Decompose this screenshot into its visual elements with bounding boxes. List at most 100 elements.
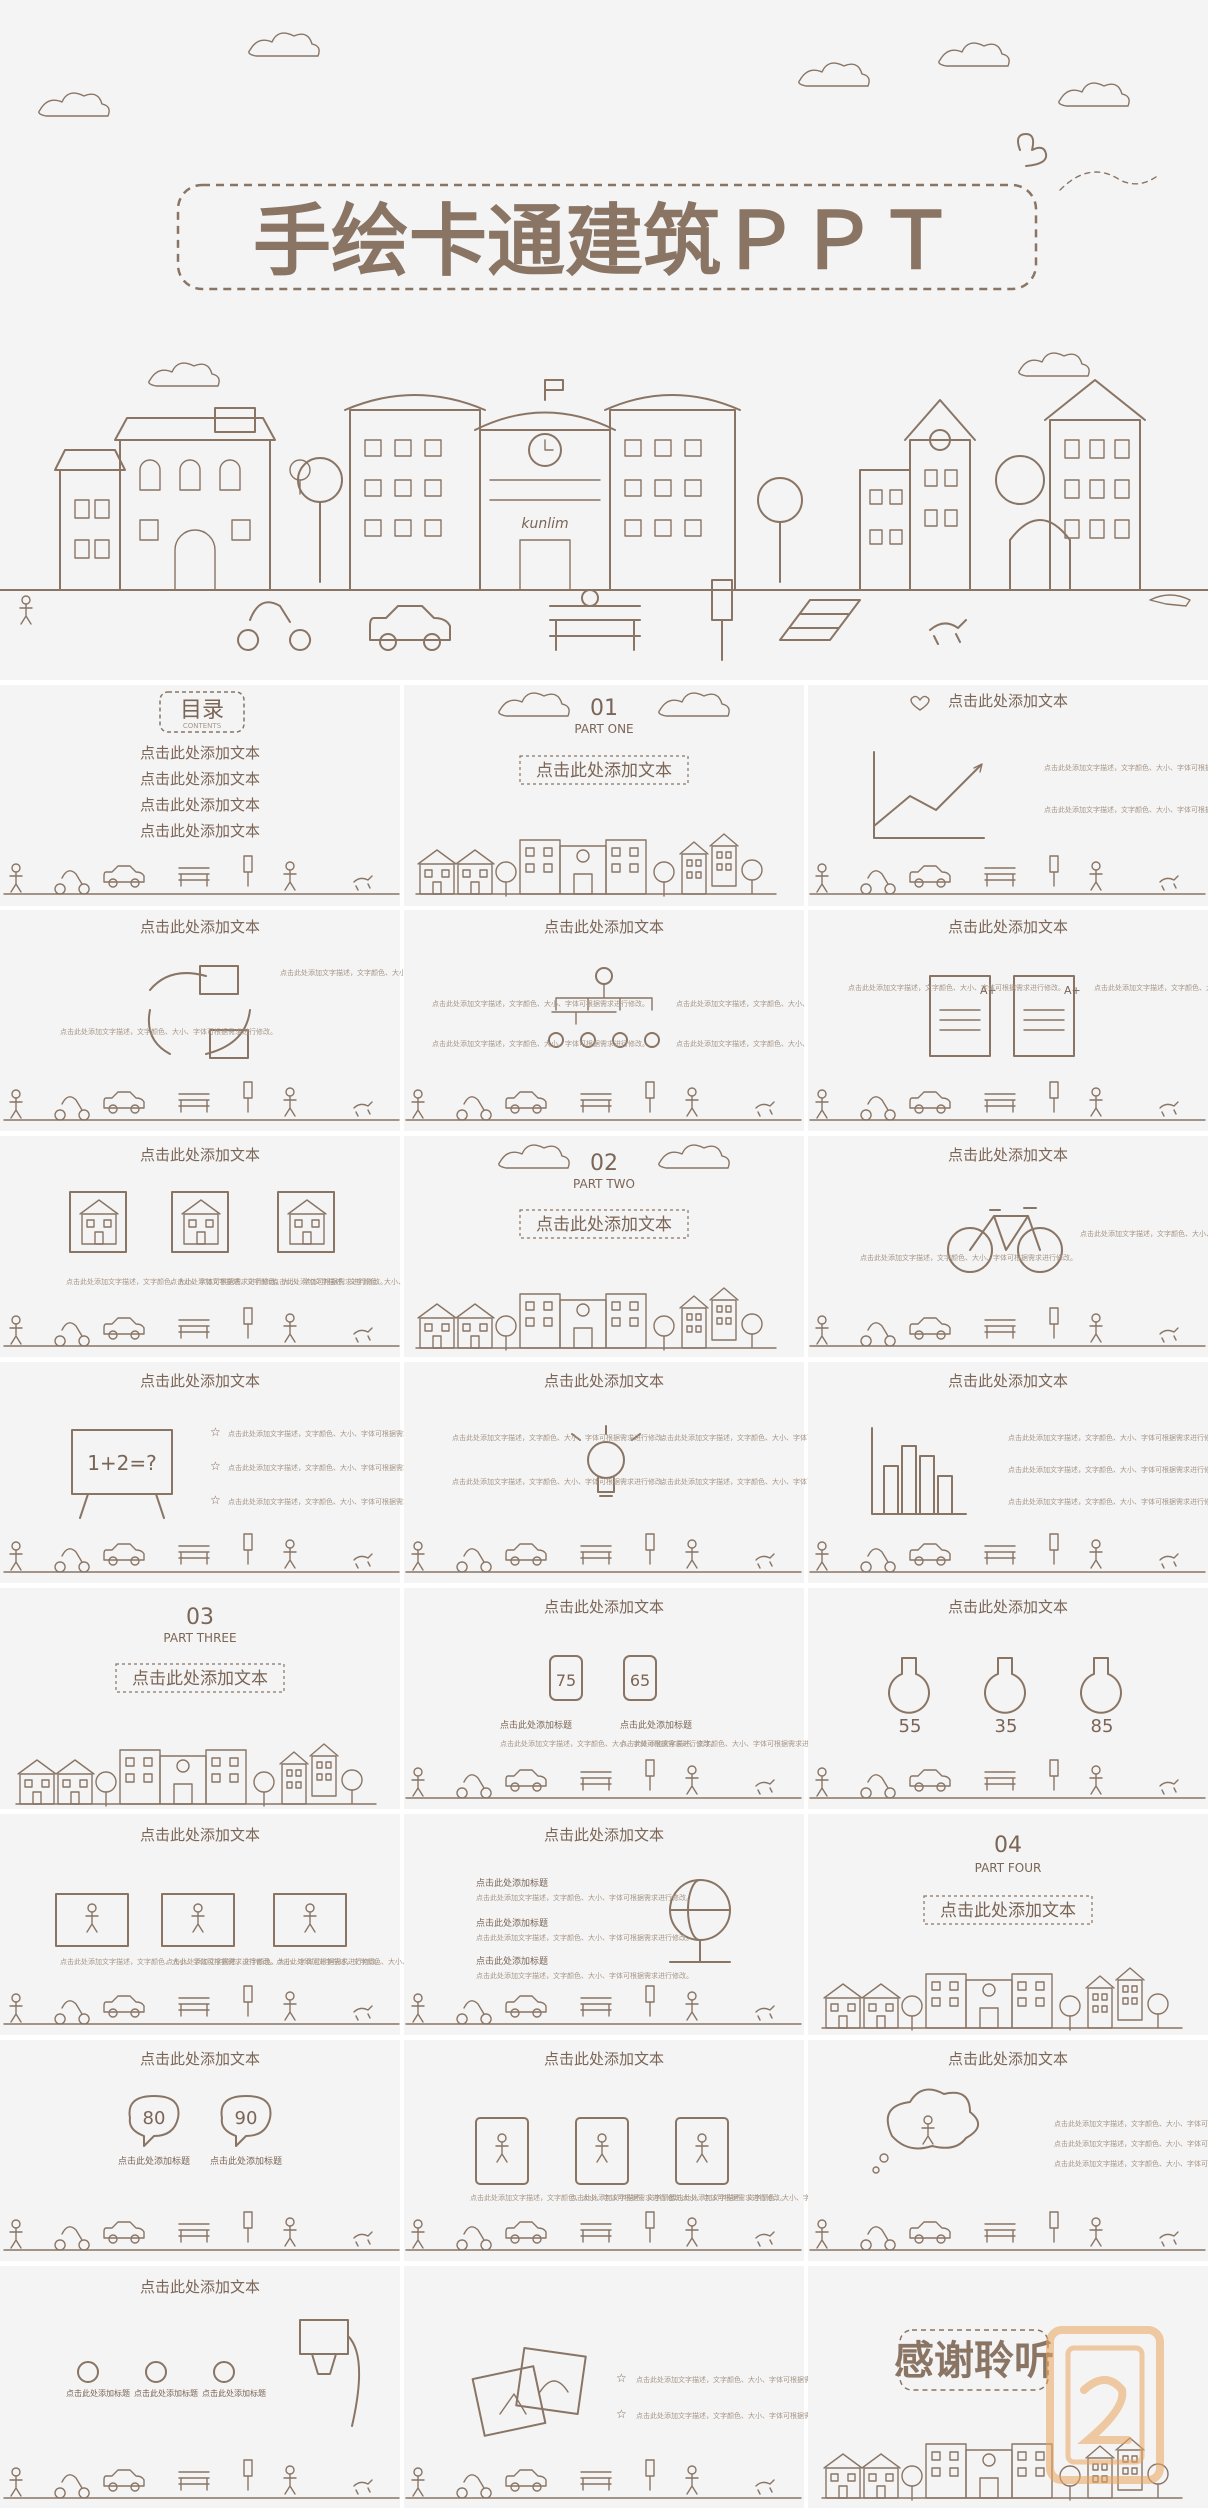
svg-text:点击此处添加文字描述，文字颜色、大小、字体可根据需求进行修改: 点击此处添加文字描述，文字颜色、大小、字体可根据需求进行修改。 bbox=[1080, 1229, 1208, 1238]
toc-item-1[interactable]: 点击此处添加文本 bbox=[140, 744, 260, 762]
svg-text:点击此处添加标题: 点击此处添加标题 bbox=[476, 1917, 548, 1929]
slide-header[interactable]: 点击此处添加文本 bbox=[948, 2050, 1068, 2068]
subtitle-list: 点击此处添加标题 点击此处添加标题 点击此处添加标题 点击此处添加文字描述，文字… bbox=[476, 1877, 693, 1980]
svg-text:点击此处添加标题: 点击此处添加标题 bbox=[118, 2155, 190, 2167]
svg-text:55: 55 bbox=[899, 1716, 922, 1737]
svg-text:点击此处添加文字描述，文字颜色、大小、字体可根据需求进行修改: 点击此处添加文字描述，文字颜色、大小、字体可根据需求进行修改。 bbox=[676, 999, 893, 1008]
toc-item-2[interactable]: 点击此处添加文本 bbox=[140, 770, 260, 788]
svg-text:点击此处添加文字描述，文字颜色、大小、字体可根据需求进行修改: 点击此处添加文字描述，文字颜色、大小、字体可根据需求进行修改。 bbox=[570, 2193, 787, 2202]
slide-section-4: 04 PART FOUR 点击此处添加文本 bbox=[808, 1814, 1208, 2035]
svg-text:点击此处添加文字描述，文字颜色、大小、字体可根据需求进行修改: 点击此处添加文字描述，文字颜色、大小、字体可根据需求进行修改。 bbox=[1008, 1465, 1208, 1474]
slide-line-chart: 点击此处添加文本 点击此处添加文字描述，文字颜色、大小、字体可根据需求进行修改。… bbox=[808, 685, 1208, 906]
slide-header[interactable]: 点击此处添加文本 bbox=[140, 2278, 260, 2296]
slide-header[interactable]: 点击此处添加文本 bbox=[140, 918, 260, 936]
svg-text:点击此处添加文字描述，文字颜色、大小、字体可根据需求进行修改: 点击此处添加文字描述，文字颜色、大小、字体可根据需求进行修改。 bbox=[660, 1477, 877, 1486]
svg-text:点击此处添加标题: 点击此处添加标题 bbox=[210, 2155, 282, 2167]
bar-chart-icon bbox=[871, 1427, 967, 1515]
slide-bar-chart: 点击此处添加文本 点击此处添加文字描述，文字颜色、大小、字体可根据需求进行修改。… bbox=[808, 1362, 1208, 1583]
cover-building-sign: kunlim bbox=[521, 516, 568, 532]
svg-text:点击此处添加文字描述，文字颜色、大小、字体可根据需求进行修改: 点击此处添加文字描述，文字颜色、大小、字体可根据需求进行修改。 bbox=[228, 1429, 445, 1438]
cover-slide: 手绘卡通建筑ＰＰＴ bbox=[0, 0, 1208, 680]
slide-header[interactable]: 点击此处添加文本 bbox=[544, 918, 664, 936]
slide-cycle: 点击此处添加文本 点击此处添加文字描述，文字颜色、大小、字体可根据需求进行修改。… bbox=[0, 910, 497, 1131]
slide-globe: 点击此处添加文本 点击此处添加标题 点击此处添加标题 点击此处添加标题 点击此处… bbox=[404, 1814, 804, 2035]
svg-text:点击此处添加文字描述，文字颜色、大小、字体可根据需求进行修改: 点击此处添加文字描述，文字颜色、大小、字体可根据需求进行修改。 bbox=[170, 1277, 387, 1286]
svg-text:☆: ☆ bbox=[616, 2371, 627, 2385]
slide-header[interactable]: 点击此处添加文本 bbox=[544, 1826, 664, 1844]
section-3-number: 03 bbox=[186, 1605, 214, 1630]
star-bullets: ☆ ☆ ☆ 点击此处添加文字描述，文字颜色、大小、字体可根据需求进行修改。 点击… bbox=[210, 1425, 445, 1507]
section-4-text[interactable]: 点击此处添加文本 bbox=[940, 1901, 1076, 1921]
slide-bubbles: 点击此处添加文本 80 90 点击此处添加标题 点击此处添加标题 bbox=[0, 2040, 400, 2261]
slide-thought: 点击此处添加文本 点击此处添加文字描述，文字颜色、大小、字体可根据需求进行修改。… bbox=[808, 2040, 1208, 2261]
slide-header[interactable]: 点击此处添加文本 bbox=[948, 1372, 1068, 1390]
svg-text:点击此处添加标题: 点击此处添加标题 bbox=[202, 2388, 266, 2398]
slide-blackboard: 点击此处添加文本 1+2=? ☆ ☆ ☆ 点击此处添加文字描述，文字颜色、大小、… bbox=[0, 1362, 445, 1583]
slide-header[interactable]: 点击此处添加文本 bbox=[948, 692, 1068, 710]
slide-header[interactable]: 点击此处添加文本 bbox=[140, 1372, 260, 1390]
svg-text:点击此处添加文字描述，文字颜色、大小、字体可根据需求进行修改: 点击此处添加文字描述，文字颜色、大小、字体可根据需求进行修改。 bbox=[670, 2193, 887, 2202]
graded-paper-icon: A+ A+ bbox=[929, 975, 1081, 1057]
svg-text:80: 80 bbox=[143, 2108, 166, 2129]
photo-frames-icon bbox=[471, 2346, 587, 2437]
toc-item-3[interactable]: 点击此处添加文本 bbox=[140, 796, 260, 814]
svg-text:点击此处添加文字描述，文字颜色、大小、字体可根据需求进行修改: 点击此处添加文字描述，文字颜色、大小、字体可根据需求进行修改。 bbox=[280, 968, 497, 977]
cycle-arrows-icon bbox=[148, 965, 251, 1059]
toc-subtitle: CONTENTS bbox=[183, 722, 222, 730]
svg-text:点击此处添加文字描述，文字颜色、大小、字体可根据需求进行修改: 点击此处添加文字描述，文字颜色、大小、字体可根据需求进行修改。 bbox=[676, 1039, 893, 1048]
org-chart-icon bbox=[548, 967, 660, 1048]
svg-text:点击此处添加文字描述，文字颜色、大小、字体可根据需求进行修改: 点击此处添加文字描述，文字颜色、大小、字体可根据需求进行修改。 bbox=[1054, 2159, 1208, 2168]
slide-tags: 点击此处添加文本 75 65 点击此处添加标题 点击此处添加标题 点击此处添加文… bbox=[404, 1588, 837, 1809]
closing-title: 感谢聆听 bbox=[894, 2338, 1054, 2384]
thought-cloud-icon bbox=[872, 2088, 979, 2174]
slide-header[interactable]: 点击此处添加文本 bbox=[140, 1826, 260, 1844]
section-2-part: PART TWO bbox=[573, 1177, 635, 1191]
slide-hierarchy: 点击此处添加文本 点击此处添加文字描述，文字颜色、大小、字体可根据需求进行修改。… bbox=[404, 910, 893, 1131]
lightbulb-icon bbox=[571, 1425, 641, 1497]
svg-text:点击此处添加文字描述，文字颜色、大小、字体可根据需求进行修改: 点击此处添加文字描述，文字颜色、大小、字体可根据需求进行修改。 bbox=[452, 1477, 669, 1486]
section-4-part: PART FOUR bbox=[975, 1861, 1042, 1875]
svg-text:点击此处添加文字描述，文字颜色、大小、字体可根据需求进行修改: 点击此处添加文字描述，文字颜色、大小、字体可根据需求进行修改。 bbox=[660, 1433, 877, 1442]
svg-text:点击此处添加标题: 点击此处添加标题 bbox=[476, 1955, 548, 1967]
slide-section-2: 02 PART TWO 点击此处添加文本 bbox=[404, 1136, 804, 1357]
slide-closing: 感谢聆听 bbox=[808, 2266, 1208, 2508]
slide-header[interactable]: 点击此处添加文本 bbox=[948, 1598, 1068, 1616]
slide-header[interactable]: 点击此处添加文本 bbox=[948, 918, 1068, 936]
svg-text:A+: A+ bbox=[1064, 984, 1081, 997]
svg-text:点击此处添加文字描述，文字颜色、大小、字体可根据需求进行修改: 点击此处添加文字描述，文字颜色、大小、字体可根据需求进行修改。 bbox=[620, 1739, 837, 1748]
svg-text:点击此处添加文字描述，文字颜色、大小、字体可根据需求进行修改: 点击此处添加文字描述，文字颜色、大小、字体可根据需求进行修改。 bbox=[500, 1739, 717, 1748]
svg-text:点击此处添加文字描述，文字颜色、大小、字体可根据需求进行修改: 点击此处添加文字描述，文字颜色、大小、字体可根据需求进行修改。 bbox=[476, 1933, 693, 1942]
section-3-part: PART THREE bbox=[163, 1631, 236, 1645]
slide-toc: 目录 CONTENTS 点击此处添加文本 点击此处添加文本 点击此处添加文本 点… bbox=[0, 685, 400, 906]
slide-papers: 点击此处添加文本 A+ A+ 点击此处添加文字描述，文字颜色、大小、字体可根据需… bbox=[808, 910, 1208, 1131]
slide-header[interactable]: 点击此处添加文本 bbox=[140, 2050, 260, 2068]
slide-header[interactable]: 点击此处添加文本 bbox=[544, 1372, 664, 1390]
svg-text:90: 90 bbox=[235, 2108, 258, 2129]
toc-item-4[interactable]: 点击此处添加文本 bbox=[140, 822, 260, 840]
svg-text:点击此处添加文字描述，文字颜色、大小、字体可根据需求进行修改: 点击此处添加文字描述，文字颜色、大小、字体可根据需求进行修改。 bbox=[860, 1253, 1077, 1262]
svg-text:点击此处添加标题: 点击此处添加标题 bbox=[620, 1719, 692, 1731]
svg-text:☆: ☆ bbox=[210, 1425, 221, 1439]
svg-text:点击此处添加文字描述，文字颜色、大小、字体可根据需求进行修改: 点击此处添加文字描述，文字颜色、大小、字体可根据需求进行修改。 bbox=[636, 2375, 853, 2384]
slide-header[interactable]: 点击此处添加文本 bbox=[140, 1146, 260, 1164]
slide-header[interactable]: 点击此处添加文本 bbox=[948, 1146, 1068, 1164]
section-2-text[interactable]: 点击此处添加文本 bbox=[536, 1215, 672, 1235]
svg-text:点击此处添加文字描述，文字颜色、大小、字体可根据需求进行修改: 点击此处添加文字描述，文字颜色、大小、字体可根据需求进行修改。 bbox=[1044, 763, 1208, 772]
svg-text:点击此处添加文字描述，文字颜色、大小、字体可根据需求进行修改: 点击此处添加文字描述，文字颜色、大小、字体可根据需求进行修改。 bbox=[1094, 983, 1208, 992]
svg-text:点击此处添加文字描述，文字颜色、大小、字体可根据需求进行修改: 点击此处添加文字描述，文字颜色、大小、字体可根据需求进行修改。 bbox=[166, 1957, 383, 1966]
slide-header[interactable]: 点击此处添加文本 bbox=[544, 1598, 664, 1616]
slide-bicycle: 点击此处添加文本 点击此处添加文字描述，文字颜色、大小、字体可根据需求进行修改。… bbox=[808, 1136, 1208, 1357]
svg-text:点击此处添加标题: 点击此处添加标题 bbox=[500, 1719, 572, 1731]
svg-text:65: 65 bbox=[630, 1671, 650, 1690]
blackboard-icon: 1+2=? bbox=[71, 1429, 173, 1519]
slide-kids-frames: 点击此处添加文本 点击此处添加文字描述，文字颜色、大小、字体可根据需求进行修改。… bbox=[404, 2040, 887, 2261]
svg-text:点击此处添加文字描述，文字颜色、大小、字体可根据需求进行修改: 点击此处添加文字描述，文字颜色、大小、字体可根据需求进行修改。 bbox=[470, 2193, 687, 2202]
section-3-text[interactable]: 点击此处添加文本 bbox=[132, 1669, 268, 1689]
section-1-text[interactable]: 点击此处添加文本 bbox=[536, 761, 672, 781]
line-chart-captions: 点击此处添加文字描述，文字颜色、大小、字体可根据需求进行修改。 点击此处添加文字… bbox=[1044, 763, 1208, 814]
slide-header[interactable]: 点击此处添加文本 bbox=[544, 2050, 664, 2068]
speech-bubble-icons: 80 90 bbox=[128, 2095, 272, 2147]
cover-heart-icon bbox=[1017, 133, 1161, 191]
